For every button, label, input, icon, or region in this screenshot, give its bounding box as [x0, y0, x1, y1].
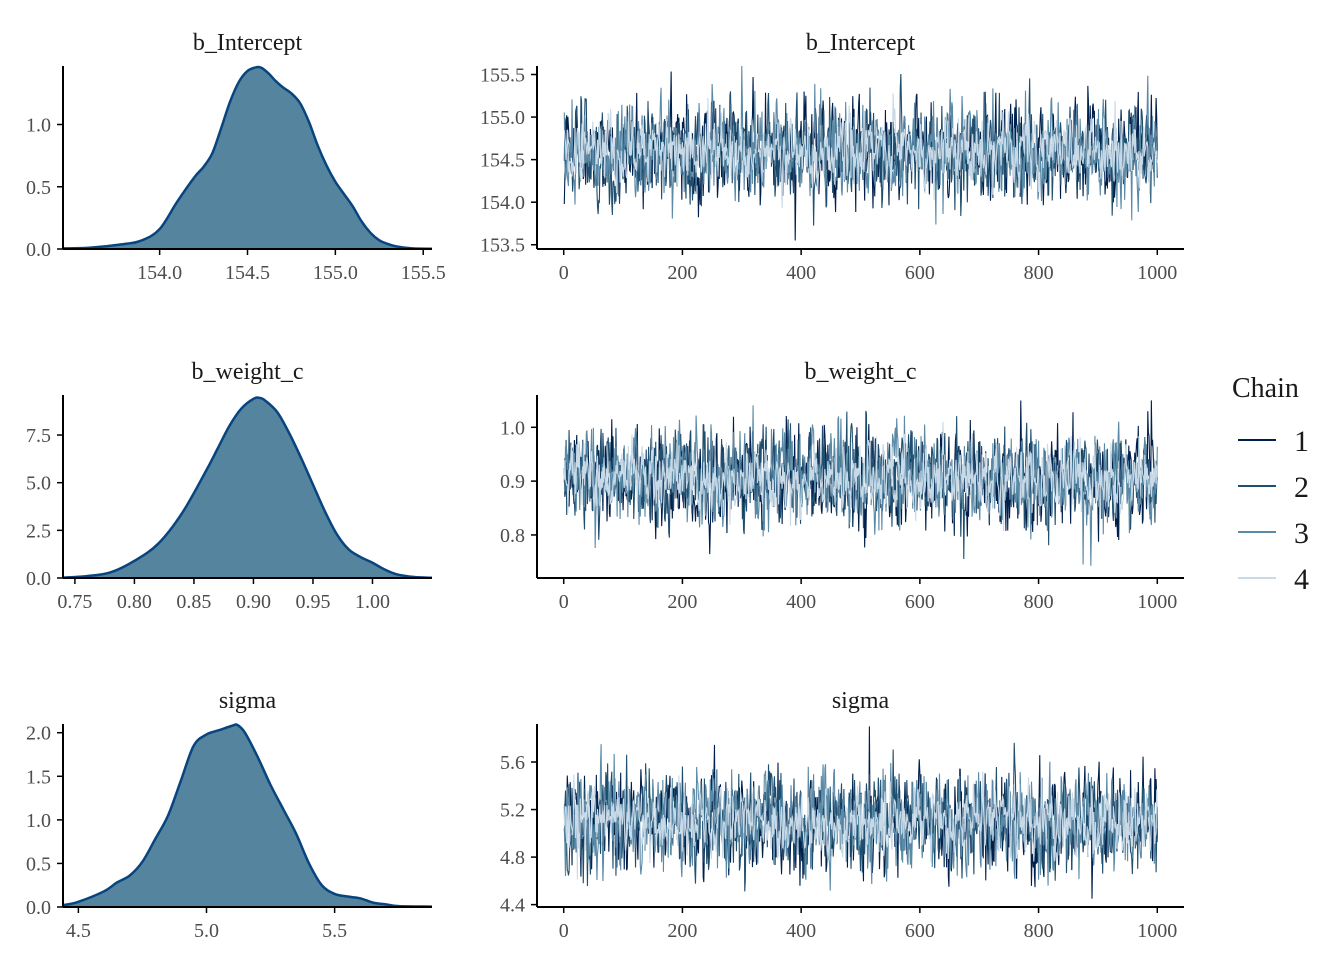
x-tick-label: 154.5	[225, 262, 270, 284]
x-tick-label: 4.5	[66, 920, 91, 942]
panel-title: b_weight_c	[192, 359, 304, 385]
y-tick-label: 5.0	[26, 473, 51, 495]
y-tick-label: 154.5	[480, 150, 525, 172]
x-tick-label: 800	[1024, 591, 1054, 613]
y-tick-label: 0.9	[500, 471, 525, 493]
y-tick-label: 5.6	[500, 752, 525, 774]
x-tick-label: 155.5	[401, 262, 446, 284]
x-tick-label: 0	[559, 262, 569, 284]
y-tick-label: 0.0	[26, 239, 51, 261]
trace-chain-4	[563, 93, 1158, 208]
x-tick-label: 0.85	[176, 591, 211, 613]
y-tick-label: 1.0	[500, 417, 525, 439]
x-tick-label: 400	[786, 920, 816, 942]
panel-title: sigma	[832, 688, 890, 714]
x-tick-label: 400	[786, 591, 816, 613]
density-panel-b_Intercept: b_Intercept 154.0 154.5 155.0 155.5 0.0 0.5 1.0	[26, 30, 446, 284]
density-panel-b_weight_c: b_weight_c 0.75 0.80 0.85 0.90 0.95 1.00 0.0 2.5…	[26, 359, 433, 613]
x-tick-label: 5.5	[322, 920, 347, 942]
x-tick-label: 800	[1024, 262, 1054, 284]
x-tick-label: 0.80	[117, 591, 152, 613]
legend: Chain 1 2 3 4	[1232, 373, 1309, 596]
trace-panel-sigma: sigma 0 200 400 600 800 1000 4.4 4.8 5.2 5.6	[500, 688, 1184, 942]
x-tick-label: 0	[559, 591, 569, 613]
y-tick-label: 155.5	[480, 65, 525, 87]
density-panel-sigma: sigma 4.5 5.0 5.5 0.0 0.5 1.0 1.5 2.0	[26, 688, 433, 942]
x-tick-label: 600	[905, 591, 935, 613]
y-tick-label: 7.5	[26, 425, 51, 447]
legend-label-3: 3	[1294, 517, 1309, 550]
x-tick-label: 155.0	[313, 262, 358, 284]
x-tick-label: 1000	[1137, 262, 1177, 284]
panel-title: b_Intercept	[806, 30, 916, 56]
x-tick-label: 200	[667, 262, 697, 284]
legend-title: Chain	[1232, 373, 1299, 404]
x-tick-label: 600	[905, 262, 935, 284]
x-tick-label: 1000	[1137, 920, 1177, 942]
density-area	[63, 724, 432, 907]
x-tick-label: 1.00	[355, 591, 390, 613]
y-tick-label: 0.8	[500, 525, 525, 547]
y-tick-label: 1.5	[26, 766, 51, 788]
trace-chain-4	[563, 421, 1158, 531]
density-area	[63, 397, 432, 578]
y-tick-label: 0.5	[26, 177, 51, 199]
density-area	[63, 66, 432, 249]
x-tick-label: 1000	[1137, 591, 1177, 613]
density-curve	[62, 723, 433, 908]
x-tick-label: 0.75	[57, 591, 92, 613]
x-tick-label: 0.95	[295, 591, 330, 613]
panel-title: sigma	[219, 688, 277, 714]
x-tick-label: 400	[786, 262, 816, 284]
x-tick-label: 0	[559, 920, 569, 942]
y-tick-label: 153.5	[480, 235, 525, 257]
y-tick-label: 154.0	[480, 192, 525, 214]
y-tick-label: 4.4	[500, 895, 525, 917]
y-tick-label: 4.8	[500, 847, 525, 869]
panels: b_Intercept 154.0 154.5 155.0 155.5 0.0 0.5 1.0…	[26, 30, 1184, 942]
legend-label-2: 2	[1294, 471, 1309, 504]
density-curve	[62, 396, 433, 580]
x-tick-label: 5.0	[194, 920, 219, 942]
y-tick-label: 1.0	[26, 810, 51, 832]
x-tick-label: 800	[1024, 920, 1054, 942]
x-tick-label: 200	[667, 591, 697, 613]
y-tick-label: 2.0	[26, 723, 51, 745]
x-tick-label: 200	[667, 920, 697, 942]
y-tick-label: 2.5	[26, 520, 51, 542]
y-tick-label: 155.0	[480, 107, 525, 129]
y-tick-label: 0.5	[26, 853, 51, 875]
x-tick-label: 0.90	[236, 591, 271, 613]
legend-label-1: 1	[1294, 425, 1309, 458]
legend-label-4: 4	[1294, 563, 1309, 596]
density-curve	[62, 65, 433, 251]
y-tick-label: 1.0	[26, 115, 51, 137]
trace-chain-4	[563, 771, 1158, 880]
trace-panel-b_weight_c: b_weight_c 0 200 400 600 800 1000 0.8 0.9 1.0	[500, 359, 1184, 613]
x-tick-label: 154.0	[137, 262, 182, 284]
y-tick-label: 0.0	[26, 897, 51, 919]
y-tick-label: 0.0	[26, 568, 51, 590]
panel-title: b_Intercept	[193, 30, 303, 56]
trace-panel-b_Intercept: b_Intercept 0 200 400 600 800 1000 153.5 154.0 15…	[480, 30, 1184, 284]
y-tick-label: 5.2	[500, 800, 525, 822]
panel-title: b_weight_c	[805, 359, 917, 385]
x-tick-label: 600	[905, 920, 935, 942]
